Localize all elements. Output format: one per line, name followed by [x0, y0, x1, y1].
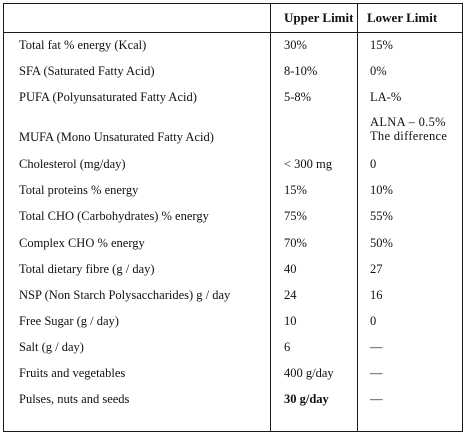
upper-nsp: 24	[284, 288, 297, 302]
row-label-cholesterol: Cholesterol (mg/day)	[19, 157, 126, 171]
lower-salt: —	[370, 340, 383, 354]
row-label-salt: Salt (g / day)	[19, 340, 84, 354]
lower-fruits-vegetables: —	[370, 366, 383, 380]
upper-pulses-nuts-seeds: 30 g/day	[284, 392, 329, 406]
lower-total-fat: 15%	[370, 38, 393, 52]
table-frame	[3, 3, 463, 432]
row-label-total-proteins: Total proteins % energy	[19, 183, 139, 197]
column-divider	[357, 3, 358, 432]
mufa-note-line1: ALNA – 0.5%	[370, 115, 446, 129]
row-label-pulses-nuts-seeds: Pulses, nuts and seeds	[19, 392, 130, 406]
row-label-complex-cho: Complex CHO % energy	[19, 236, 145, 250]
row-label-sfa: SFA (Saturated Fatty Acid)	[19, 64, 155, 78]
row-label-dietary-fibre: Total dietary fibre (g / day)	[19, 262, 155, 276]
upper-sfa: 8-10%	[284, 64, 318, 78]
row-label-total-fat: Total fat % energy (Kcal)	[19, 38, 147, 52]
row-label-total-cho: Total CHO (Carbohydrates) % energy	[19, 209, 209, 223]
upper-salt: 6	[284, 340, 291, 354]
lower-pufa: LA-%	[370, 90, 402, 104]
row-label-pufa: PUFA (Polyunsaturated Fatty Acid)	[19, 90, 197, 104]
row-label-mufa: MUFA (Mono Unsaturated Fatty Acid)	[19, 130, 214, 144]
lower-total-cho: 55%	[370, 209, 393, 223]
column-divider	[270, 3, 271, 432]
upper-free-sugar: 10	[284, 314, 297, 328]
lower-complex-cho: 50%	[370, 236, 393, 250]
lower-total-proteins: 10%	[370, 183, 393, 197]
mufa-note-line2: The difference	[370, 129, 448, 143]
lower-dietary-fibre: 27	[370, 262, 383, 276]
lower-sfa: 0%	[370, 64, 387, 78]
row-label-free-sugar: Free Sugar (g / day)	[19, 314, 119, 328]
lower-nsp: 16	[370, 288, 383, 302]
upper-total-cho: 75%	[284, 209, 307, 223]
upper-fruits-vegetables: 400 g/day	[284, 366, 334, 380]
upper-pufa: 5-8%	[284, 90, 312, 104]
row-label-nsp: NSP (Non Starch Polysaccharides) g / day	[19, 288, 231, 302]
upper-complex-cho: 70%	[284, 236, 307, 250]
upper-limit-header: Upper Limit	[284, 10, 354, 25]
lower-free-sugar: 0	[370, 314, 377, 328]
lower-limit-header: Lower Limit	[367, 10, 438, 25]
upper-total-proteins: 15%	[284, 183, 307, 197]
header-divider	[3, 32, 463, 33]
upper-cholesterol: < 300 mg	[284, 157, 333, 171]
lower-pulses-nuts-seeds: —	[370, 392, 383, 406]
row-label-fruits-vegetables: Fruits and vegetables	[19, 366, 126, 380]
lower-cholesterol: 0	[370, 157, 377, 171]
upper-dietary-fibre: 40	[284, 262, 297, 276]
upper-total-fat: 30%	[284, 38, 307, 52]
